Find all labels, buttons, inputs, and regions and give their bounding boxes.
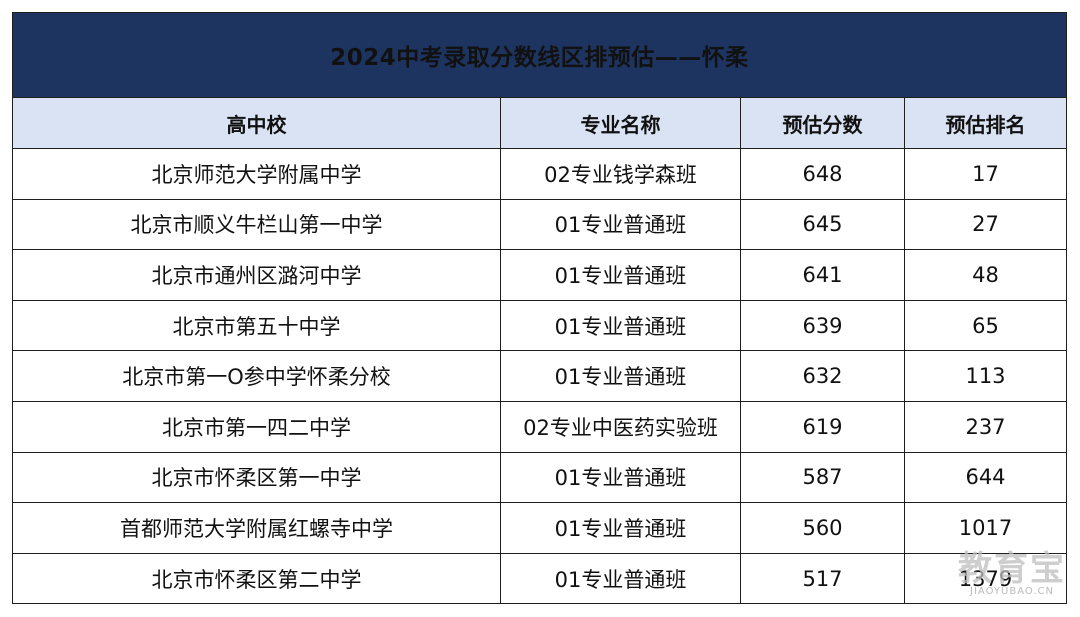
major-cell: 01专业普通班 bbox=[500, 451, 741, 504]
rank-cell: 644 bbox=[903, 451, 1068, 504]
table-row: 北京市第一四二中学 02专业中医药实验班 619 237 bbox=[12, 400, 1068, 453]
score-table: 2024中考录取分数线区排预估——怀柔 高中校 专业名称 预估分数 预估排名 北… bbox=[11, 12, 1068, 605]
score-cell: 648 bbox=[740, 148, 905, 200]
school-cell: 北京市顺义牛栏山第一中学 bbox=[12, 198, 501, 251]
school-cell: 北京市第一O参中学怀柔分校 bbox=[12, 350, 501, 402]
table-row: 首都师范大学附属红螺寺中学 01专业普通班 560 1017 bbox=[12, 502, 1068, 554]
title-row: 2024中考录取分数线区排预估——怀柔 bbox=[11, 12, 1068, 98]
school-cell: 北京市通州区潞河中学 bbox=[12, 249, 501, 301]
score-cell: 632 bbox=[740, 350, 905, 402]
score-cell: 587 bbox=[740, 451, 905, 504]
header-school: 高中校 bbox=[12, 97, 501, 149]
table-row: 北京市怀柔区第一中学 01专业普通班 587 644 bbox=[12, 451, 1068, 504]
rank-cell: 237 bbox=[903, 400, 1068, 453]
major-cell: 02专业中医药实验班 bbox=[500, 400, 741, 453]
major-cell: 01专业普通班 bbox=[500, 198, 741, 251]
score-cell: 641 bbox=[740, 249, 905, 301]
school-cell: 首都师范大学附属红螺寺中学 bbox=[12, 502, 501, 554]
table-title: 2024中考录取分数线区排预估——怀柔 bbox=[11, 12, 1068, 98]
rank-cell: 65 bbox=[903, 299, 1068, 352]
major-cell: 01专业普通班 bbox=[500, 552, 741, 605]
major-cell: 02专业钱学森班 bbox=[500, 148, 741, 200]
table-row: 北京市通州区潞河中学 01专业普通班 641 48 bbox=[12, 249, 1068, 301]
major-cell: 01专业普通班 bbox=[500, 299, 741, 352]
school-cell: 北京市第一四二中学 bbox=[12, 400, 501, 453]
table-row: 北京市第五十中学 01专业普通班 639 65 bbox=[12, 299, 1068, 352]
major-cell: 01专业普通班 bbox=[500, 502, 741, 554]
score-cell: 639 bbox=[740, 299, 905, 352]
school-cell: 北京市怀柔区第一中学 bbox=[12, 451, 501, 504]
score-cell: 645 bbox=[740, 198, 905, 251]
table-row: 北京市怀柔区第二中学 01专业普通班 517 1379 bbox=[12, 552, 1068, 605]
rank-cell: 1379 bbox=[903, 552, 1068, 605]
rank-cell: 27 bbox=[903, 198, 1068, 251]
school-cell: 北京市第五十中学 bbox=[12, 299, 501, 352]
header-major: 专业名称 bbox=[500, 97, 741, 149]
table-row: 北京市顺义牛栏山第一中学 01专业普通班 645 27 bbox=[12, 198, 1068, 251]
rank-cell: 17 bbox=[903, 148, 1068, 200]
rank-cell: 113 bbox=[903, 350, 1068, 402]
table-row: 北京师范大学附属中学 02专业钱学森班 648 17 bbox=[12, 148, 1068, 200]
school-cell: 北京市怀柔区第二中学 bbox=[12, 552, 501, 605]
header-rank: 预估排名 bbox=[903, 97, 1068, 149]
table-row: 北京市第一O参中学怀柔分校 01专业普通班 632 113 bbox=[12, 350, 1068, 402]
score-cell: 560 bbox=[740, 502, 905, 554]
school-cell: 北京师范大学附属中学 bbox=[12, 148, 501, 200]
score-cell: 517 bbox=[740, 552, 905, 605]
header-score: 预估分数 bbox=[740, 97, 905, 149]
rank-cell: 1017 bbox=[903, 502, 1068, 554]
header-row: 高中校 专业名称 预估分数 预估排名 bbox=[12, 97, 1068, 149]
score-cell: 619 bbox=[740, 400, 905, 453]
rank-cell: 48 bbox=[903, 249, 1068, 301]
major-cell: 01专业普通班 bbox=[500, 249, 741, 301]
major-cell: 01专业普通班 bbox=[500, 350, 741, 402]
